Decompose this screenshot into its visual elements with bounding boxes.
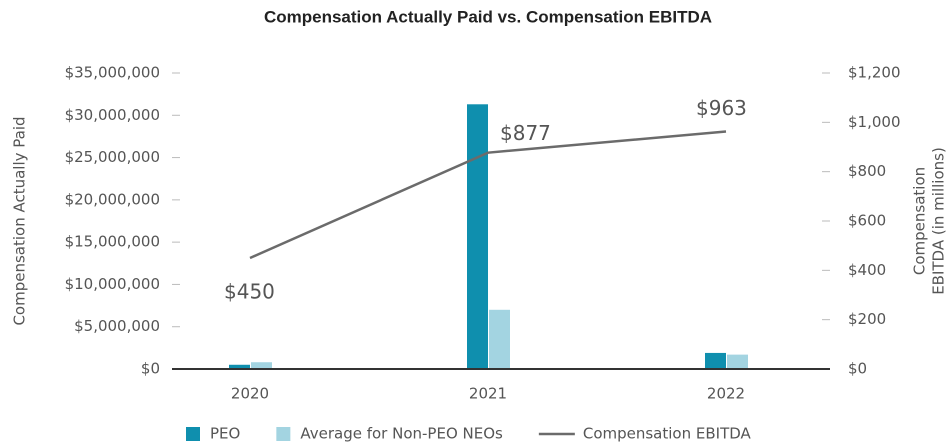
y-axis-label: Compensation Actually Paid: [11, 116, 29, 325]
y-tick-label: $20,000,000: [65, 190, 160, 208]
y2-axis-label: Compensation: [911, 167, 929, 275]
y2-tick-label: $800: [848, 162, 886, 180]
legend-label: Average for Non-PEO NEOs: [300, 425, 503, 443]
y2-tick-label: $1,000: [848, 113, 901, 131]
y-tick-label: $0: [141, 360, 160, 378]
y2-tick-label: $400: [848, 261, 886, 279]
data-label: $450: [224, 280, 275, 304]
y-tick-label: $30,000,000: [65, 106, 160, 124]
x-tick-label: 2020: [231, 385, 269, 403]
data-label: $877: [500, 121, 551, 145]
bar: [727, 354, 748, 369]
bar: [467, 104, 488, 369]
y2-tick-label: $200: [848, 310, 886, 328]
data-label: $963: [696, 96, 747, 120]
y-tick-label: $15,000,000: [65, 233, 160, 251]
bar: [229, 364, 250, 369]
legend-label: Compensation EBITDA: [583, 425, 752, 443]
bar: [705, 352, 726, 369]
bar: [251, 362, 272, 369]
x-tick-label: 2021: [469, 385, 507, 403]
legend-swatch: [186, 427, 200, 441]
y2-axis-label: EBITDA (in millions): [930, 147, 948, 295]
legend-label: PEO: [210, 425, 240, 443]
y-tick-label: $35,000,000: [65, 64, 160, 82]
y2-tick-label: $1,200: [848, 64, 901, 82]
y-tick-label: $5,000,000: [74, 317, 160, 335]
bar: [489, 309, 510, 369]
line: [249, 130, 727, 260]
legend-swatch: [276, 427, 291, 441]
x-tick-label: 2022: [707, 385, 745, 403]
y2-tick-label: $0: [848, 360, 867, 378]
chart-title: Compensation Actually Paid vs. Compensat…: [264, 7, 712, 26]
y2-tick-label: $600: [848, 212, 886, 230]
y-tick-label: $25,000,000: [65, 148, 160, 166]
y-tick-label: $10,000,000: [65, 275, 160, 293]
